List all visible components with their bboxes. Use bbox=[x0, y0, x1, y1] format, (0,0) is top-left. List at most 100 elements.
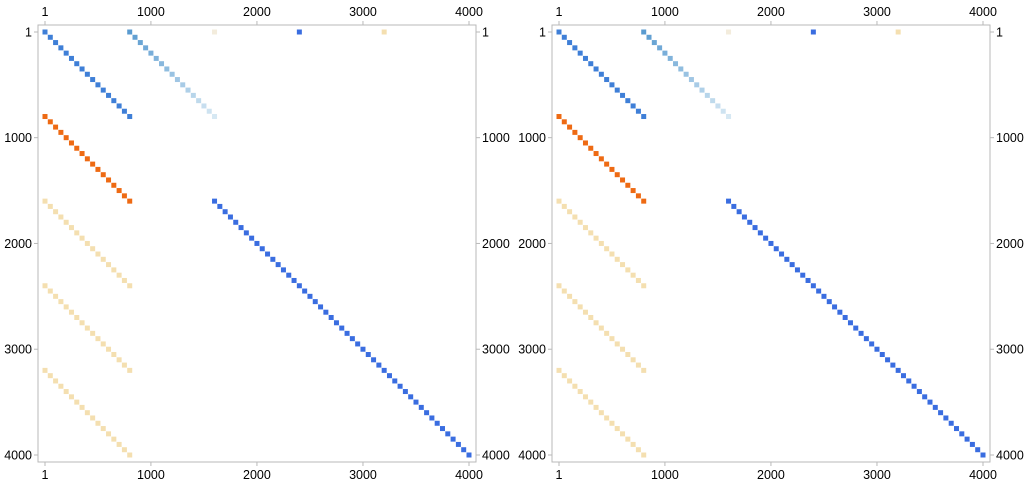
matrix-entry bbox=[302, 288, 308, 294]
matrix-entry bbox=[58, 214, 64, 220]
matrix-entry bbox=[747, 219, 753, 225]
matrix-entry bbox=[100, 87, 106, 93]
matrix-entry bbox=[561, 373, 567, 379]
x-tick-label-top: 4000 bbox=[455, 5, 483, 19]
matrix-entry bbox=[344, 330, 350, 336]
matrix-entry bbox=[577, 389, 583, 395]
matrix-entry bbox=[254, 240, 260, 246]
matrix-entry bbox=[964, 436, 970, 442]
matrix-entry bbox=[916, 389, 922, 395]
diagonal-segment-5 bbox=[556, 283, 647, 373]
matrix-entry bbox=[731, 203, 737, 209]
matrix-entry bbox=[47, 288, 53, 294]
matrix-entry bbox=[58, 299, 64, 305]
matrix-entry bbox=[296, 29, 302, 35]
matrix-entry bbox=[265, 251, 271, 257]
matrix-entry bbox=[704, 92, 710, 98]
matrix-entry bbox=[630, 272, 636, 278]
matrix-entry bbox=[726, 198, 732, 204]
matrix-entry bbox=[79, 66, 85, 72]
y-tick-label-left: 4000 bbox=[518, 449, 546, 463]
matrix-entry bbox=[609, 166, 615, 172]
matrix-entry bbox=[805, 277, 811, 283]
matrix-entry bbox=[609, 251, 615, 257]
matrix-entry bbox=[604, 246, 610, 252]
matrix-entry bbox=[641, 283, 647, 289]
x-tick-label-bottom: 3000 bbox=[349, 468, 377, 482]
matrix-entry bbox=[84, 156, 90, 162]
matrix-entry bbox=[959, 431, 965, 437]
matrix-entry bbox=[323, 309, 329, 315]
matrix-entry bbox=[577, 219, 583, 225]
matrix-entry bbox=[90, 77, 96, 83]
matrix-entry bbox=[159, 61, 165, 67]
y-tick-label-right: 2000 bbox=[996, 237, 1024, 251]
matrix-entry bbox=[116, 441, 122, 447]
matrix-entry bbox=[975, 447, 981, 453]
matrix-entry bbox=[111, 98, 117, 104]
matrix-entry bbox=[969, 441, 975, 447]
matrix-entry bbox=[567, 378, 573, 384]
matrix-entry bbox=[280, 267, 286, 273]
matrix-entry bbox=[620, 346, 626, 352]
y-tick-label-left: 1000 bbox=[4, 131, 32, 145]
matrix-entry bbox=[567, 40, 573, 46]
matrix-entry bbox=[360, 346, 366, 352]
matrix-entry bbox=[95, 166, 101, 172]
matrix-entry bbox=[365, 352, 371, 358]
matrix-entry bbox=[466, 452, 472, 458]
matrix-entry bbox=[143, 45, 149, 51]
matrix-entry bbox=[556, 198, 562, 204]
matrix-entry bbox=[450, 436, 456, 442]
diagonal-segment-3 bbox=[42, 114, 133, 204]
matrix-entry bbox=[100, 172, 106, 178]
matrix-entry bbox=[381, 367, 387, 373]
matrix-entry bbox=[392, 378, 398, 384]
matrix-entry bbox=[53, 124, 59, 130]
matrix-entry bbox=[68, 55, 74, 61]
matrix-entry bbox=[890, 362, 896, 368]
x-tick-label-bottom: 2000 bbox=[243, 468, 271, 482]
matrix-entry bbox=[582, 55, 588, 61]
matrix-entry bbox=[895, 29, 901, 35]
matrix-entry bbox=[773, 246, 779, 252]
matrix-entry bbox=[58, 129, 64, 135]
matrix-entry bbox=[424, 410, 430, 416]
matrix-entry bbox=[74, 61, 80, 67]
x-tick-label-top: 1 bbox=[556, 5, 563, 19]
matrix-entry bbox=[312, 299, 318, 305]
matrix-entry bbox=[371, 357, 377, 363]
matrix-entry bbox=[63, 50, 69, 56]
matrix-entry bbox=[106, 262, 112, 268]
x-tick-label-top: 1 bbox=[42, 5, 49, 19]
x-tick-label-top: 3000 bbox=[349, 5, 377, 19]
x-tick-label-bottom: 1 bbox=[42, 468, 49, 482]
matrix-entry bbox=[572, 129, 578, 135]
x-tick-label-bottom: 4000 bbox=[969, 468, 997, 482]
diagonal-segment-1 bbox=[42, 29, 133, 120]
x-tick-label-bottom: 1000 bbox=[137, 468, 165, 482]
matrix-entry bbox=[651, 40, 657, 46]
matrix-entry bbox=[863, 336, 869, 342]
matrix-entry bbox=[212, 29, 218, 35]
matrix-entry bbox=[53, 293, 59, 299]
matrix-entry bbox=[318, 304, 324, 310]
matrix-entry bbox=[402, 389, 408, 395]
matrix-entry bbox=[625, 352, 631, 358]
matrix-entry bbox=[593, 320, 599, 326]
diagonal-segment-4 bbox=[556, 198, 647, 289]
matrix-entry bbox=[556, 114, 562, 120]
matrix-entry bbox=[556, 283, 562, 289]
matrix-entry bbox=[111, 267, 117, 273]
matrix-entry bbox=[121, 362, 127, 368]
matrix-entry bbox=[948, 420, 954, 426]
matrix-entry bbox=[106, 431, 112, 437]
matrix-entry bbox=[333, 320, 339, 326]
matrix-entry bbox=[582, 309, 588, 315]
matrix-entry bbox=[810, 29, 816, 35]
matrix-entry bbox=[932, 404, 938, 410]
matrix-entry bbox=[625, 182, 631, 188]
matrix-entry bbox=[95, 82, 101, 88]
x-tick-label-top: 1000 bbox=[137, 5, 165, 19]
